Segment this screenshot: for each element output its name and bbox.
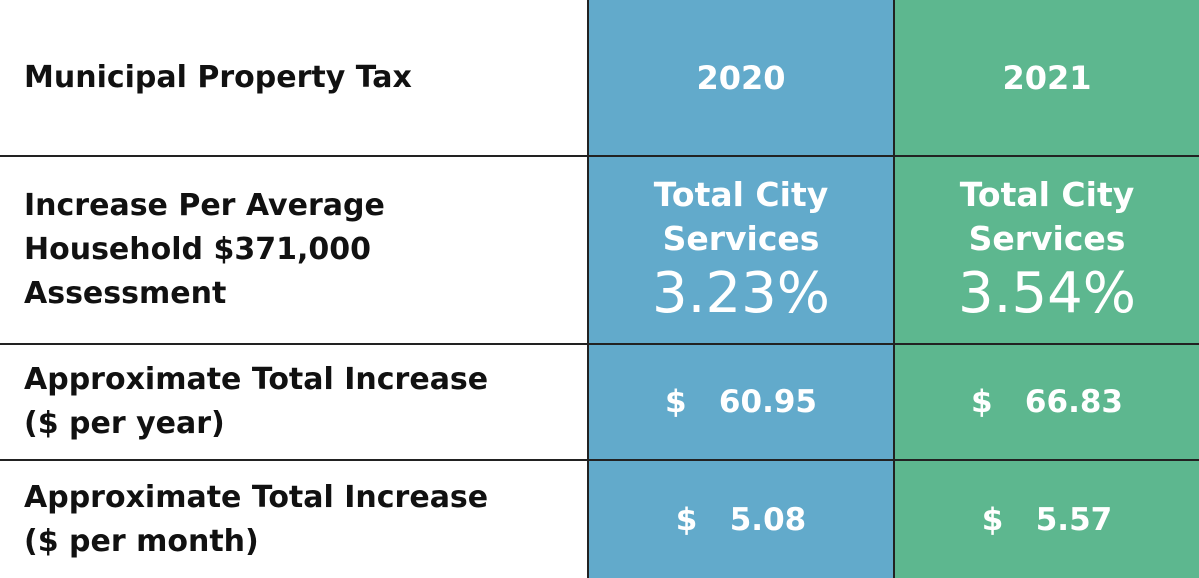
label-line: Approximate Total Increase xyxy=(24,362,489,397)
cell-value: $ 5.08 xyxy=(675,501,807,538)
cell-caption: Services xyxy=(968,219,1126,258)
label-line: Household $371,000 xyxy=(24,232,371,267)
cell-caption: Total City xyxy=(959,175,1135,214)
row-label: Approximate Total Increase ($ per month) xyxy=(0,461,587,578)
label-line: ($ per year) xyxy=(24,406,225,441)
header-cell: Municipal Property Tax xyxy=(0,0,587,157)
value-cell: $ 66.83 xyxy=(893,345,1199,461)
cell-caption: Total City xyxy=(653,175,829,214)
cell-value: $ 66.83 xyxy=(970,384,1123,420)
cell-value: 3.23% xyxy=(652,261,830,326)
label-line: Assessment xyxy=(24,276,227,311)
row-label: Approximate Total Increase ($ per year) xyxy=(0,345,587,461)
year-label: 2020 xyxy=(696,58,786,97)
value-cell: $ 5.08 xyxy=(587,461,893,578)
value-cell: Total City Services 3.54% xyxy=(893,157,1199,345)
label-line: ($ per month) xyxy=(24,523,259,559)
row-label: Increase Per Average Household $371,000 As… xyxy=(0,157,587,345)
header-cell: 2020 xyxy=(587,0,893,157)
value-cell: $ 60.95 xyxy=(587,345,893,461)
label-line: Approximate Total Increase xyxy=(24,479,489,515)
cell-caption: Services xyxy=(662,219,820,258)
label-line: Increase Per Average xyxy=(24,188,385,223)
cell-value: $ 60.95 xyxy=(664,384,817,420)
cell-value: $ 5.57 xyxy=(981,501,1113,538)
value-cell: Total City Services 3.23% xyxy=(587,157,893,345)
year-label: 2021 xyxy=(1002,58,1092,97)
header-cell: 2021 xyxy=(893,0,1199,157)
cell-value: 3.54% xyxy=(958,261,1136,326)
value-cell: $ 5.57 xyxy=(893,461,1199,578)
header-title: Municipal Property Tax xyxy=(24,59,412,95)
